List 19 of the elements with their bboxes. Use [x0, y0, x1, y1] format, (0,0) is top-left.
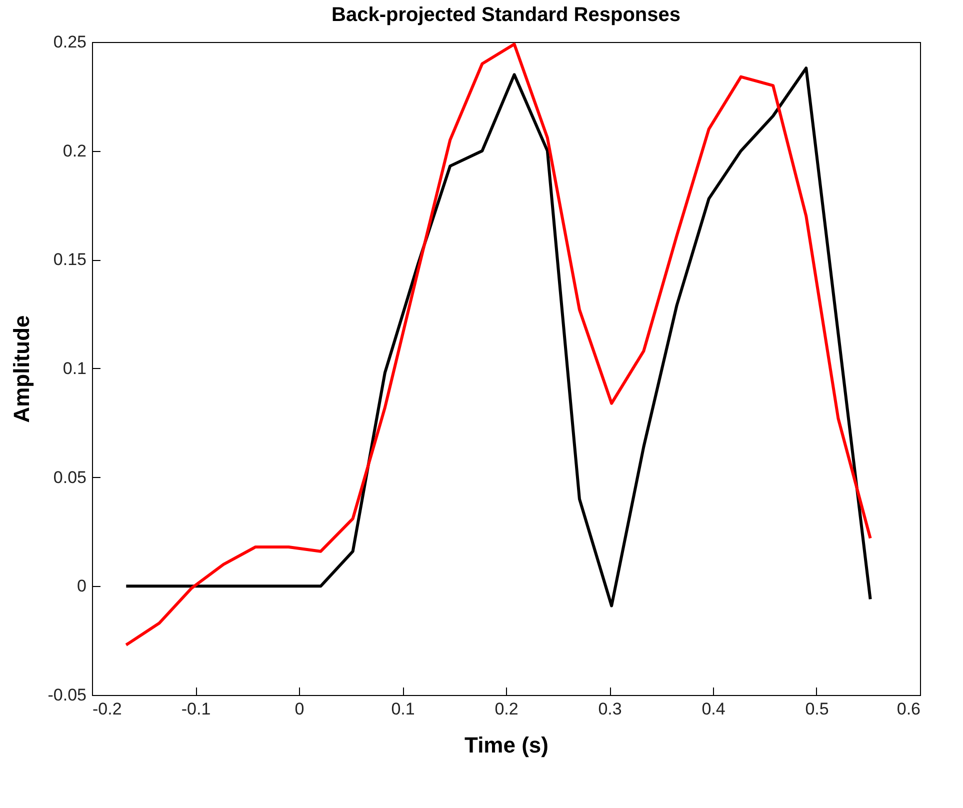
- y-tick-label: 0: [77, 576, 86, 596]
- x-tick-label: 0.3: [598, 700, 622, 718]
- x-tick-label: 0.4: [702, 700, 726, 718]
- x-tick-label: -0.1: [181, 700, 211, 718]
- x-tick-label: 0.2: [494, 700, 518, 718]
- y-tick-label: 0.25: [53, 32, 86, 52]
- y-tick-label: 0.15: [53, 250, 86, 270]
- chart-title: Back-projected Standard Responses: [332, 4, 680, 26]
- x-axis-title: Time (s): [464, 732, 548, 758]
- y-tick-label: -0.05: [48, 686, 86, 704]
- y-tick-label: 0.1: [62, 359, 86, 378]
- y-axis-title: Amplitude: [8, 315, 34, 423]
- y-tick-label: 0.2: [62, 141, 86, 160]
- x-tick-label: 0.1: [391, 700, 415, 718]
- x-tick-label: 0.5: [805, 700, 829, 718]
- x-tick-label: 0.6: [896, 700, 920, 718]
- y-tick-label: 0.05: [53, 468, 86, 487]
- x-tick-label: 0: [294, 700, 304, 718]
- x-tick-label: -0.2: [92, 700, 122, 718]
